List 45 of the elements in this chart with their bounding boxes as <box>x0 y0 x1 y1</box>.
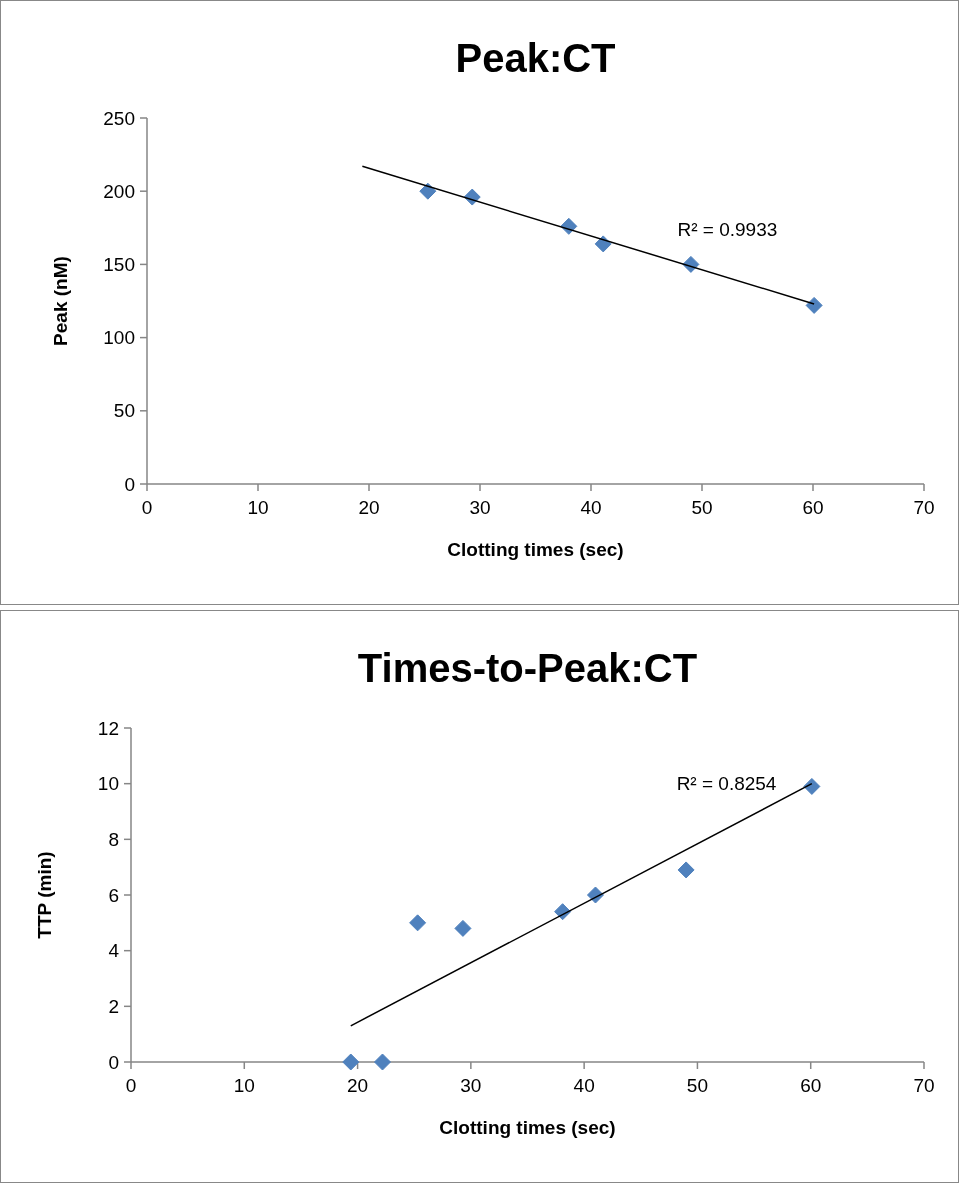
x-tick-label: 70 <box>913 1075 935 1096</box>
y-tick-label: 2 <box>108 995 119 1017</box>
y-tick-label: 8 <box>108 828 119 850</box>
x-tick-label: 30 <box>460 1075 482 1096</box>
x-tick-label: 10 <box>233 1075 255 1096</box>
x-tick-label: 40 <box>580 497 602 518</box>
annotation: R² = 0.8254 <box>676 773 777 795</box>
x-tick-label: 0 <box>141 497 153 518</box>
x-tick-label: 50 <box>691 497 713 518</box>
point <box>409 914 427 932</box>
y-tick-label: 0 <box>108 1051 119 1073</box>
annotation: R² = 0.9933 <box>677 218 778 240</box>
x-tick-label: 20 <box>347 1075 369 1096</box>
point <box>803 777 821 795</box>
y-tick-label: 50 <box>113 400 135 422</box>
point <box>419 182 437 200</box>
y-tick-label: 250 <box>103 107 135 129</box>
x-tick-label: 60 <box>800 1075 822 1096</box>
x-tick-label: 20 <box>358 497 380 518</box>
y-axis-title: TTP (min) <box>34 851 55 939</box>
y-tick-label: 0 <box>124 473 135 495</box>
y-tick-label: 10 <box>97 773 119 795</box>
y-tick-label: 12 <box>97 717 119 739</box>
x-tick-label: 70 <box>913 497 935 518</box>
y-tick-label: 100 <box>103 327 135 349</box>
x-tick-label: 40 <box>573 1075 595 1096</box>
x-axis-title: Clotting times (sec) <box>447 539 624 560</box>
x-tick-label: 30 <box>469 497 491 518</box>
x-tick-label: 60 <box>802 497 824 518</box>
chart-title: Peak:CT <box>455 36 616 80</box>
point <box>454 919 472 937</box>
y-axis-title: Peak (nM) <box>50 256 71 346</box>
y-tick-label: 200 <box>103 180 135 202</box>
x-axis-title: Clotting times (sec) <box>439 1117 616 1138</box>
point <box>373 1053 391 1071</box>
chart-title: Times-to-Peak:CT <box>357 646 698 690</box>
y-tick-label: 150 <box>103 254 135 276</box>
point <box>342 1053 360 1071</box>
point <box>805 296 823 314</box>
y-tick-label: 6 <box>108 884 119 906</box>
x-tick-label: 10 <box>247 497 269 518</box>
point <box>594 235 612 253</box>
x-tick-label: 50 <box>686 1075 708 1096</box>
point <box>677 861 695 879</box>
y-tick-label: 4 <box>108 940 120 962</box>
